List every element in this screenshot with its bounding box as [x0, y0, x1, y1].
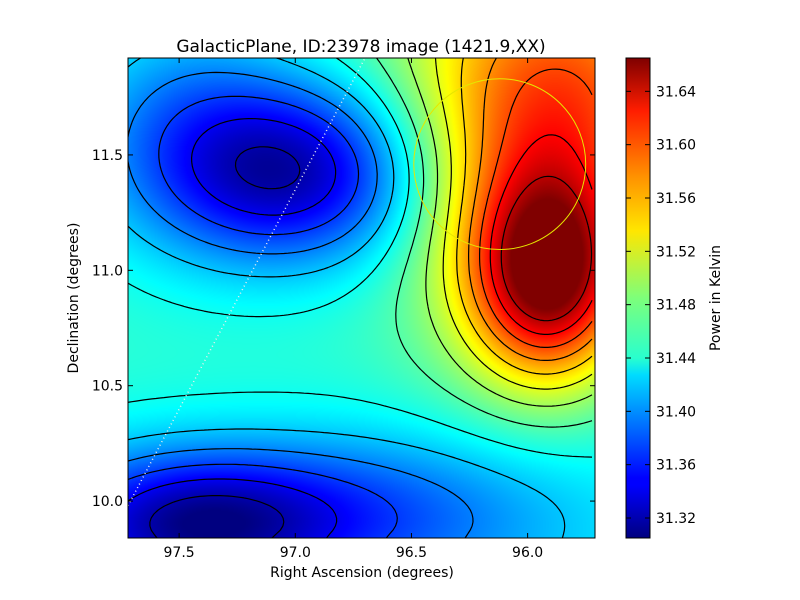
x-axis-label: Right Ascension (degrees): [270, 565, 454, 581]
contour-level-13: [500, 175, 593, 322]
colorbar-tick-label: 31.64: [656, 84, 696, 100]
colorbar-tick-label: 31.60: [656, 138, 696, 154]
chart-title: GalacticPlane, ID:23978 image (1421.9,XX…: [176, 37, 545, 57]
contour-level-5: [128, 58, 593, 458]
colorbar-tick-label: 31.32: [656, 511, 696, 527]
heatmap-image: [128, 58, 595, 538]
plot-area: [128, 58, 595, 538]
colorbar-tick-label: 31.40: [656, 404, 696, 420]
overlays: [128, 58, 587, 507]
colorbar-tick-label: 31.48: [656, 298, 696, 314]
x-tick-label: 97.5: [164, 545, 195, 561]
plot-frame: [127, 57, 596, 539]
x-axis: 97.5 97.0 96.5 96.0: [164, 58, 543, 561]
y-axis: 10.0 10.5 11.0 11.5: [92, 148, 595, 510]
contour-level-11: [479, 68, 593, 348]
colorbar-gradient: [625, 57, 651, 539]
colorbar-ticks: 31.32 31.36 31.40 31.44 31.48 31.52 31.56 31.60…: [626, 84, 696, 527]
y-tick-label: 11.5: [92, 148, 123, 164]
y-tick-label: 10.5: [92, 379, 123, 395]
y-axis-label: Declination (degrees): [66, 223, 82, 374]
colorbar-tick-label: 31.44: [656, 351, 696, 367]
beam-circle: [413, 78, 587, 251]
contour-level-1: [128, 118, 338, 538]
x-tick-label: 96.0: [512, 545, 543, 561]
contour-level-12: [489, 134, 593, 335]
contour-level-3: [128, 71, 474, 538]
scan-path-line: [128, 58, 366, 507]
contour-level-4: [128, 58, 566, 538]
x-tick-label: 97.0: [280, 545, 311, 561]
colorbar-tick-label: 31.52: [656, 244, 696, 260]
contour-level-10: [468, 58, 593, 361]
colorbar: 31.32 31.36 31.40 31.44 31.48 31.52 31.56 31.60…: [625, 57, 724, 539]
contour-level-8: [434, 58, 593, 390]
colorbar-label: Power in Kelvin: [708, 245, 724, 351]
contour-level-2: [128, 95, 398, 538]
y-tick-label: 11.0: [92, 263, 123, 279]
contour-level-6: [376, 58, 593, 428]
contour-lines: [128, 58, 593, 538]
colorbar-tick-label: 31.36: [656, 458, 696, 474]
contour-level-9: [456, 58, 593, 375]
x-tick-label: 96.5: [396, 545, 427, 561]
contour-level-0: [149, 146, 301, 538]
y-tick-label: 10.0: [92, 494, 123, 510]
colorbar-tick-label: 31.56: [656, 191, 696, 207]
